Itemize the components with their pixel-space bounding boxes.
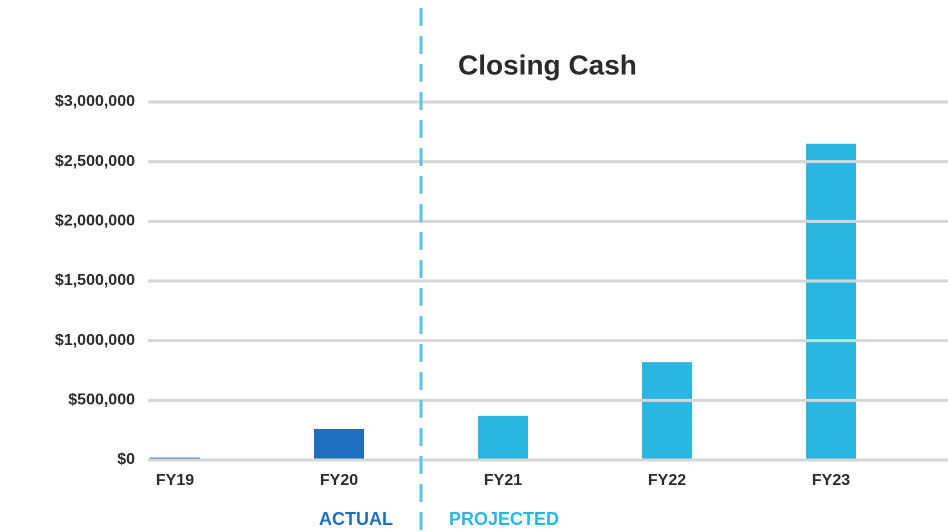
bar — [314, 428, 364, 460]
annotation: ACTUAL — [319, 509, 393, 529]
bar — [478, 415, 528, 460]
y-tick-label: $1,000,000 — [55, 332, 135, 349]
x-tick-label: FY21 — [484, 472, 522, 489]
x-tick-label: FY22 — [648, 472, 686, 489]
bar — [806, 143, 856, 460]
y-tick-label: $1,500,000 — [55, 272, 135, 289]
y-tick-label: $500,000 — [68, 392, 135, 409]
x-tick-label: FY19 — [156, 472, 194, 489]
y-tick-label: $2,500,000 — [55, 153, 135, 170]
x-tick-label: FY23 — [812, 472, 850, 489]
y-tick-label: $3,000,000 — [55, 93, 135, 110]
y-tick-label: $0 — [117, 451, 135, 468]
bar — [642, 362, 692, 460]
x-tick-label: FY20 — [320, 472, 358, 489]
y-tick-label: $2,000,000 — [55, 213, 135, 230]
chart-title: Closing Cash — [458, 49, 637, 80]
annotation: PROJECTED — [449, 509, 559, 529]
